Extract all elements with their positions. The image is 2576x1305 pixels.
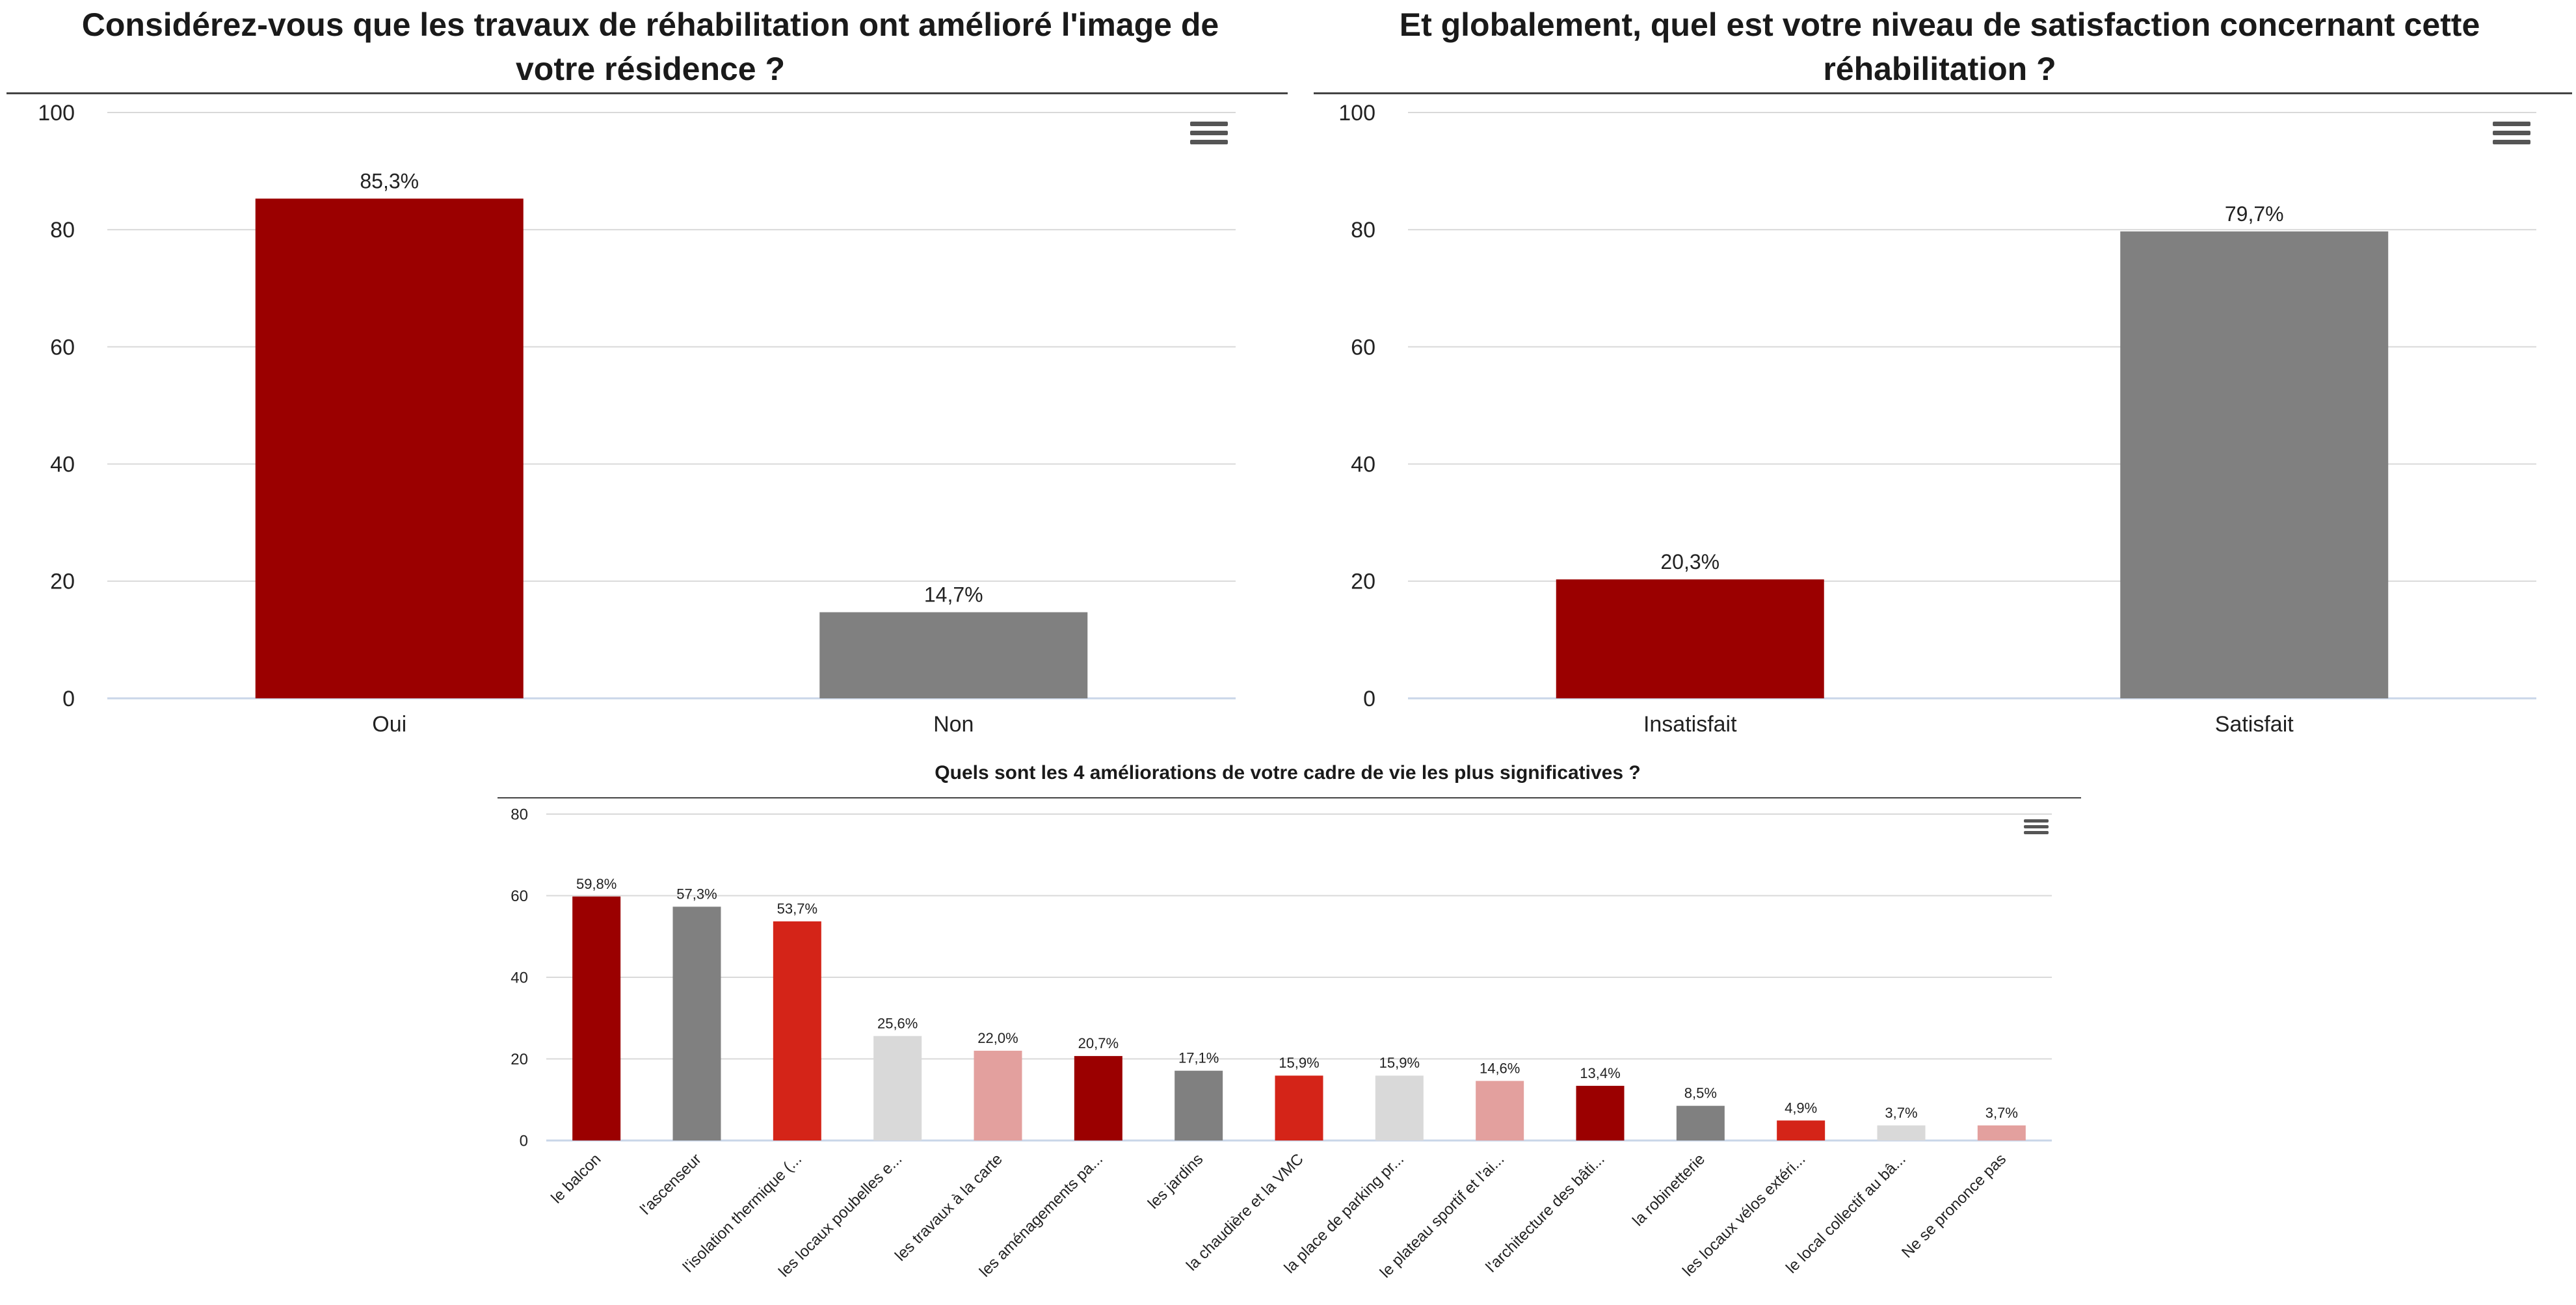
y-tick-label: 40: [1351, 453, 1375, 477]
menu-bar: [2024, 819, 2049, 823]
category-label: Oui: [372, 712, 406, 737]
bar-2: [672, 906, 721, 1140]
bar-8: [1275, 1075, 1323, 1140]
menu-bar: [2024, 831, 2049, 834]
chart-title: Considérez-vous que les travaux de réhab…: [0, 3, 1301, 91]
data-label: 22,0%: [977, 1030, 1018, 1046]
category-label: la chaudière et la VMC: [1183, 1150, 1307, 1274]
category-label: les jardins: [1145, 1150, 1206, 1212]
bar-13: [1777, 1120, 1826, 1140]
data-label: 14,7%: [924, 583, 983, 607]
chart-title-line-2: réhabilitation ?: [1823, 51, 2056, 87]
category-label: Ne se prononce pas: [1898, 1150, 2010, 1261]
data-label: 20,7%: [1078, 1035, 1119, 1051]
bar-9: [1375, 1075, 1424, 1140]
y-tick-label: 60: [511, 888, 528, 905]
bar-12: [1676, 1105, 1725, 1140]
bar-3: [773, 921, 821, 1140]
bar-4: [873, 1036, 922, 1140]
menu-bar: [1190, 131, 1228, 135]
chart-title-line-1: Considérez-vous que les travaux de réhab…: [81, 7, 1219, 43]
y-tick-label: 80: [1351, 218, 1375, 243]
y-tick-label: 20: [1351, 570, 1375, 594]
data-label: 15,9%: [1379, 1055, 1420, 1071]
category-label: la robinetterie: [1629, 1150, 1708, 1230]
bar-11: [1576, 1085, 1625, 1140]
category-label: Non: [933, 712, 974, 737]
data-label: 17,1%: [1178, 1050, 1219, 1066]
data-label: 20,3%: [1660, 550, 1720, 573]
title-underline: [498, 797, 2081, 798]
category-label: l'ascenseur: [637, 1150, 704, 1218]
y-tick-label: 0: [62, 687, 75, 711]
category-label: les travaux à la carte: [892, 1150, 1006, 1265]
menu-bar: [2493, 122, 2530, 126]
category-label: Insatisfait: [1643, 712, 1737, 737]
category-label: Satisfait: [2215, 712, 2294, 737]
bar-14: [1877, 1125, 1926, 1140]
menu-bar: [2493, 140, 2530, 144]
chart-title: Quels sont les 4 améliorations de votre …: [494, 756, 2081, 790]
bar-6: [1074, 1056, 1122, 1140]
data-label: 3,7%: [1885, 1105, 1917, 1121]
menu-bar: [2493, 131, 2530, 135]
category-label: le balcon: [548, 1150, 604, 1207]
data-label: 3,7%: [1985, 1105, 2018, 1121]
hamburger-menu-icon[interactable]: [1190, 122, 1228, 144]
bar-7: [1175, 1070, 1223, 1140]
bar-5: [974, 1050, 1022, 1140]
data-label: 15,9%: [1279, 1055, 1319, 1071]
chart-title-line-1: Et globalement, quel est votre niveau de…: [1399, 7, 2480, 43]
y-tick-label: 60: [1351, 335, 1375, 360]
y-tick-label: 0: [520, 1132, 528, 1150]
chart-title-line-1: Quels sont les 4 améliorations de votre …: [935, 762, 1641, 784]
title-underline: [1314, 92, 2572, 94]
bar-2: [2120, 231, 2389, 698]
menu-bar: [1190, 140, 1228, 144]
bar-1: [1556, 579, 1824, 698]
data-label: 25,6%: [877, 1015, 918, 1031]
data-label: 4,9%: [1785, 1100, 1817, 1116]
bar-2: [819, 612, 1088, 698]
y-tick-label: 100: [1338, 101, 1375, 125]
chart-title: Et globalement, quel est votre niveau de…: [1304, 3, 2575, 91]
data-label: 14,6%: [1480, 1060, 1520, 1076]
chart-plot-1: 0 20 40 60 80 100 85,3% Oui 14,7% Non: [38, 101, 1236, 737]
hamburger-menu-icon[interactable]: [2493, 122, 2530, 144]
y-tick-label: 100: [38, 101, 75, 125]
data-label: 13,4%: [1580, 1065, 1620, 1081]
bar-10: [1476, 1081, 1524, 1140]
data-label: 53,7%: [777, 901, 817, 917]
hamburger-menu-icon[interactable]: [2024, 819, 2049, 834]
data-label: 8,5%: [1684, 1085, 1717, 1101]
bar-15: [1977, 1125, 2026, 1140]
chart-plot-3: 0 20 40 60 80 59,8% le balcon 57,3% l'ascenseur 5…: [511, 806, 2052, 1282]
menu-bar: [2024, 825, 2049, 828]
y-tick-label: 80: [50, 218, 75, 243]
y-tick-label: 20: [511, 1051, 528, 1068]
data-label: 79,7%: [2225, 202, 2284, 226]
y-tick-label: 80: [511, 806, 528, 823]
bar-1: [572, 896, 621, 1140]
y-tick-label: 20: [50, 570, 75, 594]
bar-1: [255, 198, 524, 698]
data-label: 85,3%: [360, 169, 419, 192]
y-tick-label: 60: [50, 335, 75, 360]
y-tick-label: 40: [50, 453, 75, 477]
title-underline: [7, 92, 1288, 94]
y-tick-label: 40: [511, 969, 528, 986]
menu-bar: [1190, 122, 1228, 126]
chart-plot-2: 0 20 40 60 80 100 20,3% Insatisfait 79,7% Satisfa…: [1338, 101, 2536, 737]
data-label: 59,8%: [576, 876, 617, 892]
y-tick-label: 0: [1363, 687, 1375, 711]
category-label: l'architecture des bâti...: [1483, 1150, 1608, 1276]
data-label: 57,3%: [676, 886, 717, 902]
chart-title-line-2: votre résidence ?: [515, 51, 786, 87]
